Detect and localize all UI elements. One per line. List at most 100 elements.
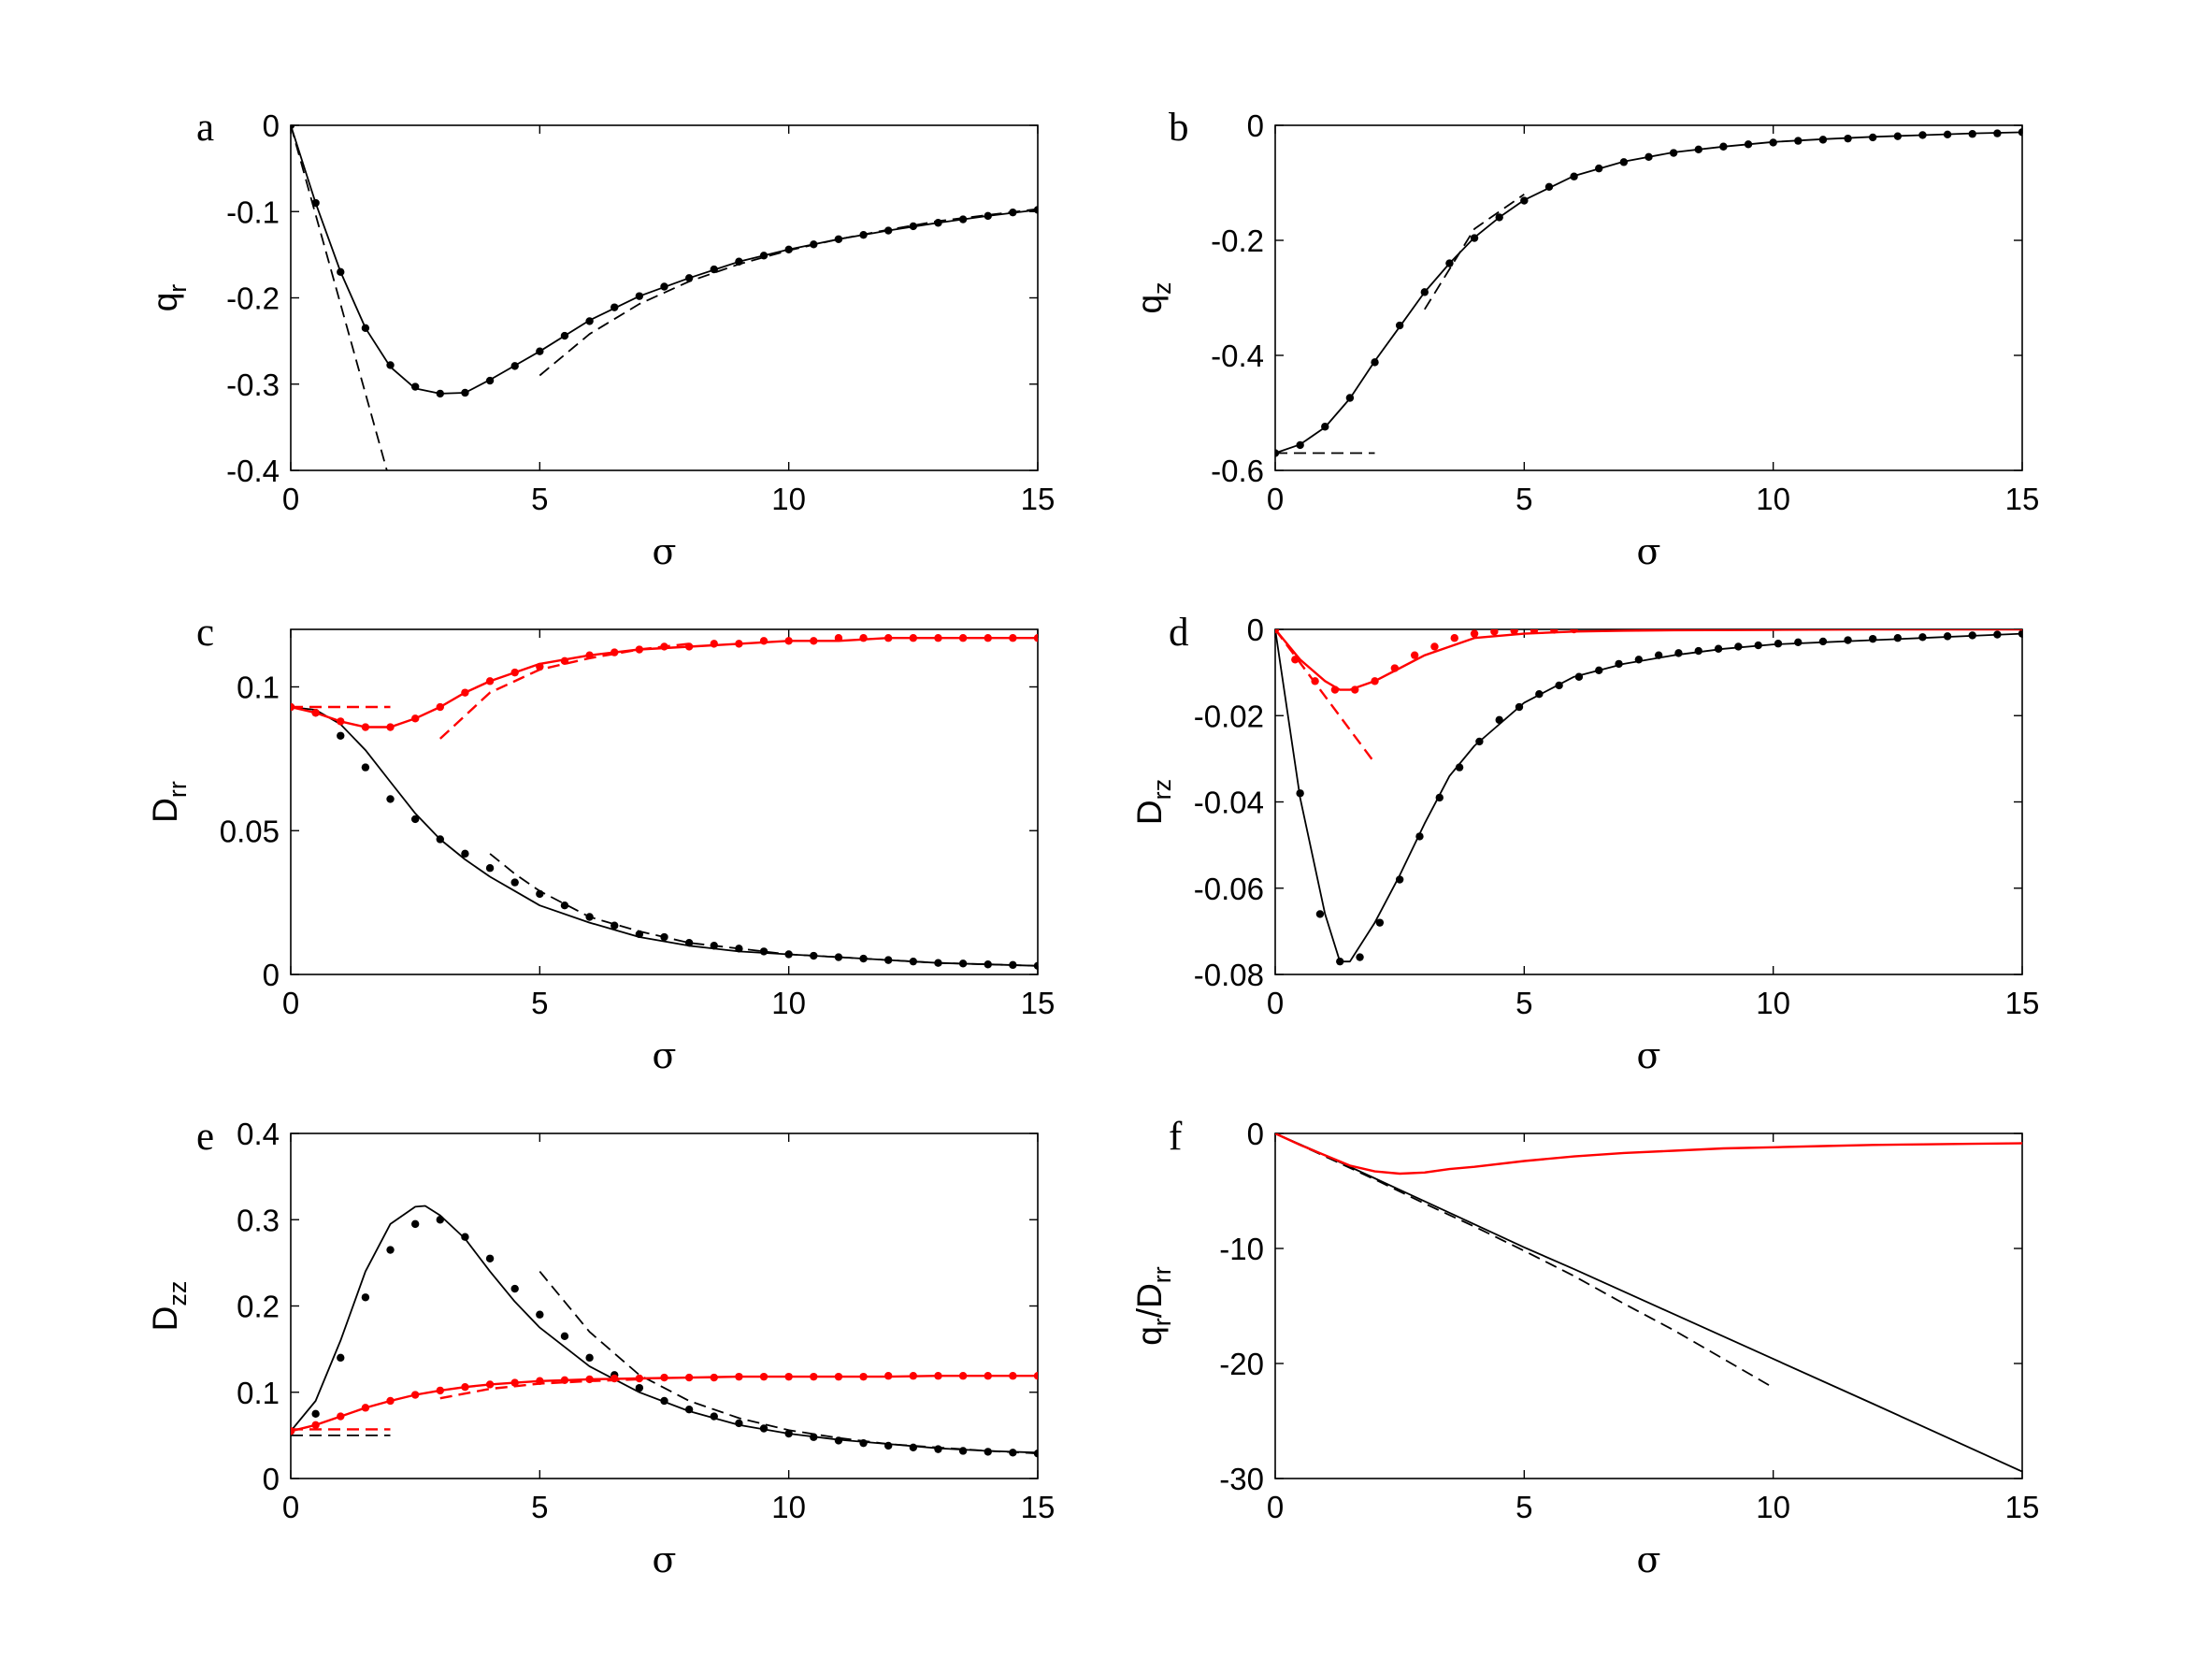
data-point bbox=[909, 222, 918, 231]
data-point bbox=[1510, 629, 1518, 635]
x-tick-label: 15 bbox=[2005, 1490, 2040, 1524]
asymptote-line bbox=[439, 1378, 639, 1400]
data-point bbox=[1371, 358, 1379, 367]
x-tick-label: 15 bbox=[2005, 986, 2040, 1020]
data-point bbox=[1315, 910, 1325, 918]
data-point bbox=[1550, 629, 1558, 634]
data-point bbox=[1714, 644, 1723, 653]
data-point bbox=[810, 637, 818, 645]
data-point bbox=[510, 668, 519, 677]
y-tick-label: 0.1 bbox=[237, 1376, 280, 1410]
panel-tag: b bbox=[1169, 106, 1189, 150]
data-point bbox=[436, 835, 444, 844]
data-point bbox=[684, 1373, 694, 1382]
y-tick-label: 0 bbox=[1247, 1117, 1264, 1151]
panel-tag: d bbox=[1169, 611, 1189, 655]
data-point bbox=[810, 1372, 818, 1381]
data-point bbox=[735, 640, 743, 648]
data-point bbox=[958, 634, 968, 642]
data-point bbox=[684, 938, 694, 947]
data-point bbox=[1420, 288, 1429, 296]
data-point bbox=[461, 388, 469, 397]
data-point bbox=[386, 1246, 395, 1254]
data-point bbox=[1719, 142, 1728, 151]
x-tick-label: 5 bbox=[531, 1490, 548, 1524]
data-point bbox=[984, 960, 992, 969]
data-point bbox=[485, 376, 495, 385]
data-point bbox=[410, 714, 420, 723]
plot-area bbox=[291, 1205, 1038, 1458]
data-point bbox=[361, 763, 370, 772]
data-point bbox=[585, 317, 594, 325]
y-tick-label: -0.02 bbox=[1194, 699, 1264, 733]
panel-c: 0 5 10 15 0 0.05 0.1 σ Drr c bbox=[146, 611, 1055, 1076]
data-point bbox=[834, 953, 843, 961]
axes-frame bbox=[1274, 1132, 2023, 1479]
y-label-sub: z bbox=[1148, 281, 1176, 295]
data-point bbox=[1330, 685, 1340, 694]
data-point bbox=[1744, 140, 1753, 149]
x-axis-label: σ bbox=[653, 1539, 677, 1580]
panel-tag: c bbox=[196, 611, 214, 655]
x-tick-label: 15 bbox=[1021, 986, 1056, 1020]
plot-area bbox=[1275, 128, 2022, 457]
data-point bbox=[1544, 182, 1554, 192]
data-point bbox=[386, 723, 395, 731]
data-point bbox=[710, 640, 718, 648]
x-axis-label: σ bbox=[1637, 1035, 1661, 1076]
x-tick-label: 10 bbox=[771, 482, 806, 516]
data-point bbox=[1296, 440, 1304, 450]
x-axis-label: σ bbox=[1637, 531, 1661, 572]
data-point bbox=[710, 1373, 718, 1382]
data-point bbox=[1520, 196, 1529, 205]
data-point bbox=[984, 634, 992, 642]
data-point bbox=[984, 1372, 992, 1380]
x-tick-label: 0 bbox=[1267, 1490, 1284, 1524]
data-point bbox=[834, 634, 843, 642]
data-point bbox=[1490, 629, 1499, 636]
data-point bbox=[1395, 321, 1404, 330]
data-point bbox=[1634, 656, 1644, 664]
y-tick-label: -0.4 bbox=[1211, 339, 1264, 373]
x-tick-label: 15 bbox=[1021, 482, 1056, 516]
data-point bbox=[834, 1372, 843, 1381]
data-point bbox=[784, 1372, 793, 1381]
data-point bbox=[1435, 793, 1444, 802]
data-point bbox=[884, 634, 893, 642]
data-point bbox=[759, 1372, 768, 1381]
data-point bbox=[337, 267, 345, 277]
y-tick-label: -0.3 bbox=[226, 368, 280, 402]
data-point bbox=[1390, 664, 1400, 672]
x-tick-label: 0 bbox=[282, 986, 299, 1020]
data-point bbox=[337, 717, 345, 726]
x-tick-label: 5 bbox=[531, 482, 548, 516]
data-point bbox=[1033, 634, 1038, 642]
data-point bbox=[1619, 158, 1629, 166]
y-label-sub2: rr bbox=[1148, 1266, 1176, 1283]
data-point bbox=[934, 634, 942, 642]
data-point bbox=[560, 902, 569, 910]
y-axis-label: qr/Drr bbox=[1130, 1266, 1176, 1346]
data-point bbox=[1918, 633, 1927, 642]
y-label-sub: r bbox=[164, 284, 192, 293]
data-point bbox=[1570, 172, 1578, 180]
data-point bbox=[884, 1372, 893, 1380]
data-point bbox=[1371, 677, 1379, 685]
data-point bbox=[361, 723, 370, 731]
data-point bbox=[485, 1254, 495, 1262]
data-point bbox=[1470, 629, 1479, 638]
data-point bbox=[386, 1396, 395, 1406]
data-point bbox=[1844, 134, 1852, 143]
data-point bbox=[1570, 629, 1578, 634]
data-point bbox=[311, 1421, 320, 1430]
data-point bbox=[410, 382, 420, 391]
data-point bbox=[784, 245, 793, 254]
panel-tag: f bbox=[1169, 1115, 1183, 1159]
data-point bbox=[759, 947, 768, 956]
series-line bbox=[1275, 1133, 2022, 1176]
data-point bbox=[1943, 632, 1952, 641]
data-point bbox=[635, 1383, 644, 1392]
data-point bbox=[984, 211, 992, 221]
data-point bbox=[1555, 681, 1563, 690]
y-tick-label: -0.1 bbox=[226, 195, 280, 229]
